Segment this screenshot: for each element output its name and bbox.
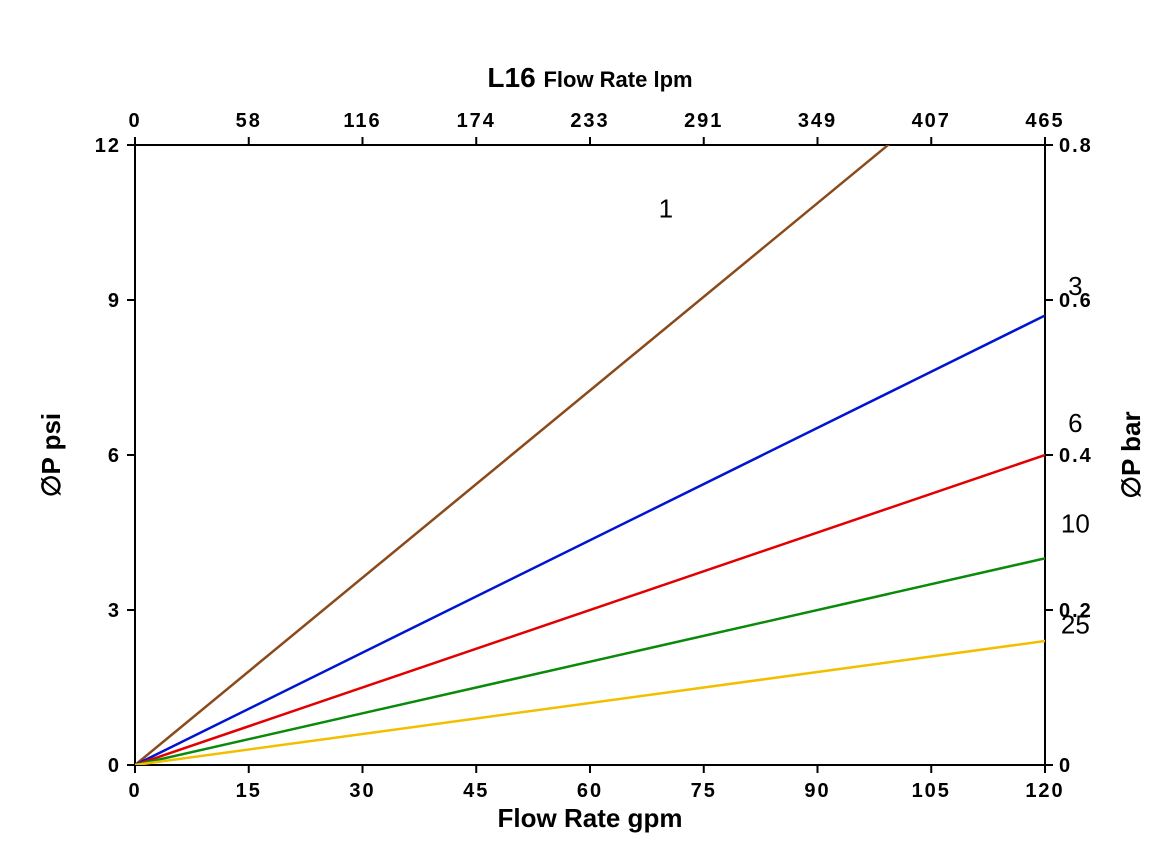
y-left-tick-label: 9: [108, 290, 121, 312]
x-top-tick-label: 465: [1025, 110, 1064, 132]
x-bottom-tick-label: 15: [236, 780, 262, 802]
x-bottom-tick-label: 75: [691, 780, 717, 802]
x-top-tick-label: 407: [912, 110, 951, 132]
x-top-tick-label: 349: [798, 110, 837, 132]
y-axis-left-label: ∅P psi: [36, 413, 66, 497]
chart-container: { "chart": { "type": "line", "background…: [0, 0, 1170, 866]
x-top-tick-label: 0: [128, 110, 141, 132]
y-axis-right-label: ∅P bar: [1116, 411, 1146, 498]
x-bottom-tick-label: 30: [349, 780, 375, 802]
series-label-25: 25: [1061, 609, 1090, 639]
y-right-tick-label: 0.4: [1059, 445, 1093, 467]
x-bottom-tick-label: 105: [912, 780, 951, 802]
y-left-tick-label: 0: [108, 755, 121, 777]
series-label-1: 1: [659, 193, 673, 223]
chart-title: L16 Flow Rate lpm: [487, 62, 692, 93]
series-label-6: 6: [1068, 408, 1082, 438]
y-left-tick-label: 12: [95, 135, 121, 157]
line-chart: L16 Flow Rate lpm0153045607590105120Flow…: [0, 0, 1170, 866]
x-top-tick-label: 116: [343, 110, 381, 132]
series-label-3: 3: [1068, 271, 1082, 301]
series-label-10: 10: [1061, 509, 1090, 539]
x-top-tick-label: 233: [570, 110, 609, 132]
series-line-6: [135, 455, 1045, 765]
x-bottom-tick-label: 60: [577, 780, 603, 802]
x-top-tick-label: 174: [457, 110, 496, 132]
x-top-tick-label: 291: [684, 110, 723, 132]
series-line-3: [135, 316, 1045, 766]
x-bottom-tick-label: 120: [1025, 780, 1064, 802]
y-left-tick-label: 6: [108, 445, 121, 467]
y-left-tick-label: 3: [108, 600, 121, 622]
series-line-25: [135, 641, 1045, 765]
x-bottom-tick-label: 90: [804, 780, 830, 802]
series-line-10: [135, 558, 1045, 765]
x-top-tick-label: 58: [236, 110, 262, 132]
x-axis-bottom-label: Flow Rate gpm: [498, 803, 683, 833]
y-right-tick-label: 0.8: [1059, 135, 1093, 157]
x-bottom-tick-label: 0: [128, 780, 141, 802]
x-bottom-tick-label: 45: [463, 780, 489, 802]
y-right-tick-label: 0: [1059, 755, 1072, 777]
